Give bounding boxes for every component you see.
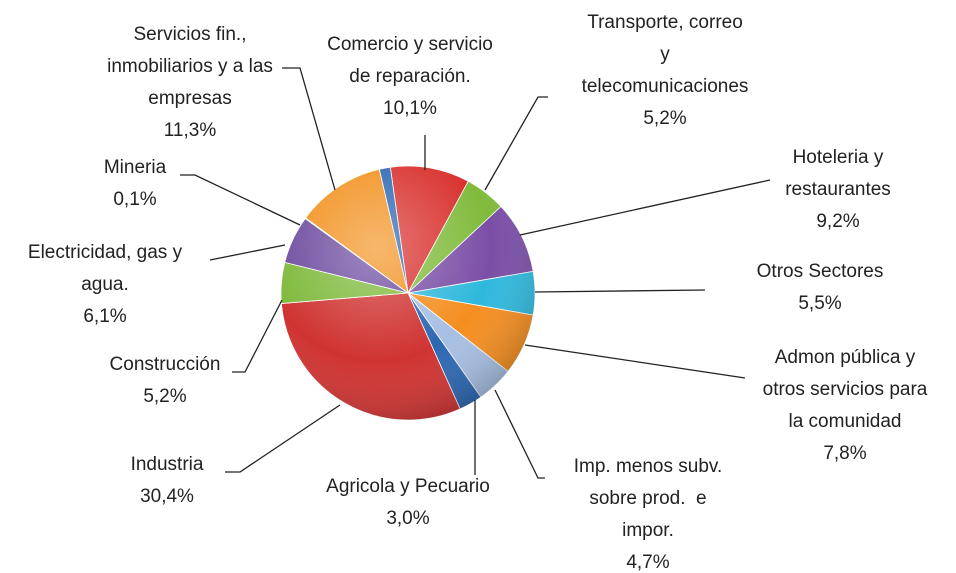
leader-line	[232, 299, 283, 373]
leader-line	[180, 174, 301, 226]
value-label: 0,1%	[113, 189, 157, 210]
slice-label: Servicios fin., inmobiliarios y a las em…	[107, 19, 273, 147]
value-label: 6,1%	[83, 306, 127, 327]
value-label: 9,2%	[816, 211, 860, 232]
category-label: Servicios fin., inmobiliarios y a las em…	[107, 24, 273, 109]
slice-label: Mineria 0,1%	[104, 152, 166, 216]
category-label: Imp. menos subv. sobre prod. e impor.	[573, 456, 723, 541]
category-label: Otros Sectores	[756, 261, 884, 282]
leader-line	[519, 179, 771, 236]
category-label: Transporte, correo y telecomunicaciones	[581, 12, 749, 97]
value-label: 11,3%	[163, 120, 217, 141]
slice-label: Electricidad, gas y agua. 6,1%	[28, 237, 182, 333]
leader-line	[225, 404, 341, 473]
slice-label: Industria 30,4%	[131, 449, 204, 513]
leader-line	[209, 244, 286, 261]
category-label: Industria	[130, 454, 204, 475]
value-label: 4,7%	[626, 552, 670, 573]
value-label: 5,2%	[143, 386, 187, 407]
value-label: 30,4%	[140, 486, 194, 507]
category-label: Hoteleria y restaurantes	[785, 147, 891, 200]
value-label: 7,8%	[823, 443, 867, 464]
category-label: Comercio y servicio de reparación.	[327, 34, 493, 87]
leader-line	[524, 344, 746, 379]
slice-label: Hoteleria y restaurantes 9,2%	[785, 142, 891, 238]
slice-label: Imp. menos subv. sobre prod. e impor. 4,7…	[574, 451, 723, 573]
slice-label: Comercio y servicio de reparación. 10,1%	[327, 29, 493, 125]
category-label: Mineria	[103, 157, 167, 178]
leader-line	[494, 389, 545, 479]
value-label: 5,5%	[798, 293, 842, 314]
slice-label: Construcción 5,2%	[110, 349, 221, 413]
slice-label: Otros Sectores 5,5%	[757, 256, 884, 320]
leader-line	[534, 289, 706, 293]
category-label: Electricidad, gas y agua.	[27, 242, 183, 295]
leader-line	[282, 67, 336, 191]
category-label: Admon pública y otros servicios para la …	[762, 347, 928, 432]
slice-label: Admon pública y otros servicios para la …	[763, 342, 928, 470]
value-label: 3,0%	[386, 508, 430, 529]
value-label: 5,2%	[643, 108, 687, 129]
leader-line	[484, 96, 548, 191]
slice-label: Agricola y Pecuario 3,0%	[326, 471, 490, 535]
value-label: 10,1%	[383, 98, 437, 119]
category-label: Agricola y Pecuario	[326, 476, 490, 497]
category-label: Construcción	[109, 354, 221, 375]
slice-label: Transporte, correo y telecomunicaciones 5…	[582, 7, 749, 135]
